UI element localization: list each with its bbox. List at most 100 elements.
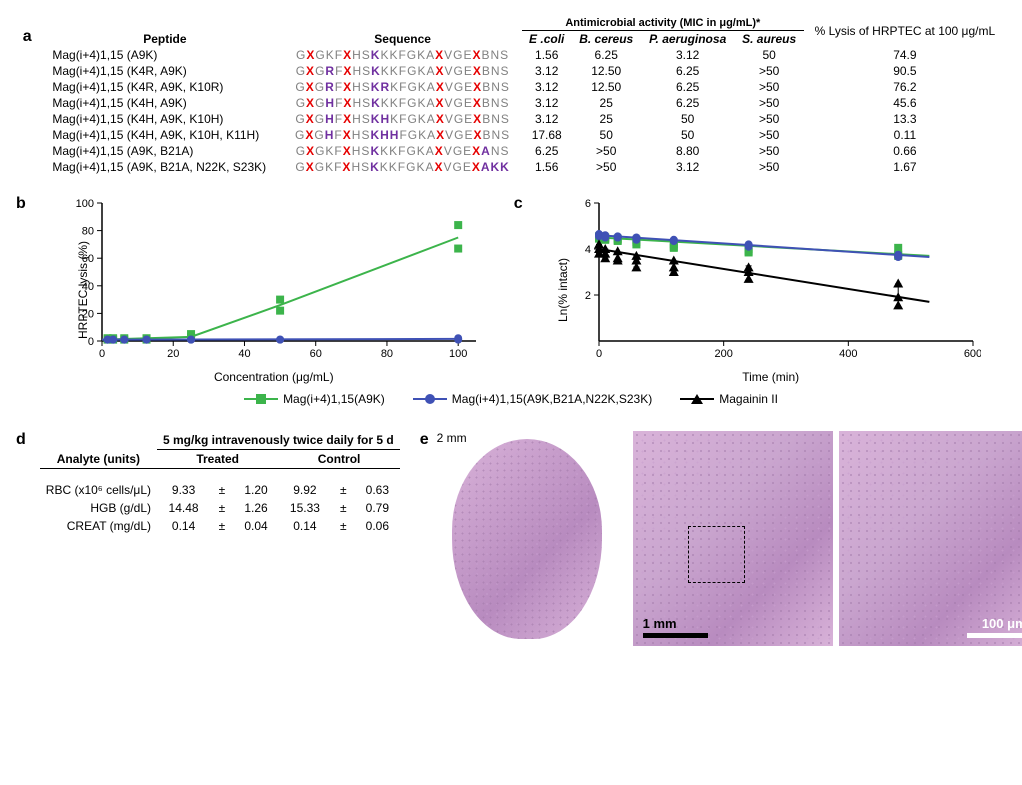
sequence-cell: GXGRFXHSKKKFGKAXVGEXBNS	[283, 63, 521, 79]
lysis-cell: 0.66	[804, 143, 1006, 159]
peptide-name: Mag(i+4)1,15 (A9K, B21A, N22K, S23K)	[46, 159, 283, 175]
lysis-cell: 45.6	[804, 95, 1006, 111]
peptide-row: Mag(i+4)1,15 (K4H, A9K, K10H)GXGHFXHSKHK…	[16, 111, 1006, 127]
analyte-value: 1.26	[234, 499, 279, 517]
peptide-name: Mag(i+4)1,15 (K4H, A9K)	[46, 95, 283, 111]
analyte-name: HGB (g/dL)	[40, 499, 157, 517]
analyte-value: 0.14	[157, 517, 210, 535]
shared-legend: Mag(i+4)1,15(A9K) Mag(i+4)1,15(A9K,B21A,N…	[16, 392, 1006, 409]
d-treated-header: Treated	[157, 450, 278, 469]
analyte-value: 9.92	[278, 481, 331, 499]
peptide-row: Mag(i+4)1,15 (A9K, B21A)GXGKFXHSKKKFGKAX…	[16, 143, 1006, 159]
analyte-value: ±	[210, 481, 234, 499]
d-control-header: Control	[278, 450, 399, 469]
analyte-value: ±	[210, 517, 234, 535]
svg-text:60: 60	[309, 348, 321, 360]
analyte-value: 0.04	[234, 517, 279, 535]
sequence-cell: GXGKFXHSKKKFGKAXVGEXANS	[283, 143, 521, 159]
mic-cell: 3.12	[522, 111, 572, 127]
analyte-table: 5 mg/kg intravenously twice daily for 5 …	[40, 431, 400, 535]
mic-cell: 12.50	[572, 63, 641, 79]
mic-cell: 50	[572, 127, 641, 143]
svg-text:80: 80	[381, 348, 393, 360]
panel-c-xlabel: Time (min)	[561, 370, 981, 384]
species-header: E .coli	[522, 31, 572, 48]
mic-cell: 6.25	[641, 79, 735, 95]
histology-image: 100 μm	[839, 431, 1022, 646]
peptide-name: Mag(i+4)1,15 (A9K)	[46, 47, 283, 63]
lysis-cell: 13.3	[804, 111, 1006, 127]
species-header: S. aureus	[734, 31, 803, 48]
legend-item: Mag(i+4)1,15(A9K)	[244, 392, 385, 406]
panel-b-xlabel: Concentration (μg/mL)	[64, 370, 484, 384]
mic-cell: 6.25	[641, 63, 735, 79]
mic-cell: 3.12	[522, 63, 572, 79]
legend-item: Mag(i+4)1,15(A9K,B21A,N22K,S23K)	[413, 392, 652, 406]
panel-a-label: a	[23, 28, 32, 45]
peptide-row: Mag(i+4)1,15 (A9K)GXGKFXHSKKKFGKAXVGEXBN…	[16, 47, 1006, 63]
svg-text:400: 400	[839, 348, 857, 360]
mic-cell: 1.56	[522, 47, 572, 63]
mic-cell: 25	[572, 95, 641, 111]
mic-cell: >50	[572, 159, 641, 175]
peptide-name: Mag(i+4)1,15 (K4H, A9K, K10H, K11H)	[46, 127, 283, 143]
histology-image: 1 mm	[633, 431, 833, 646]
col-peptide: Peptide	[46, 16, 283, 47]
legend-label: Mag(i+4)1,15(A9K,B21A,N22K,S23K)	[452, 392, 652, 406]
d-analyte-header: Analyte (units)	[40, 450, 157, 469]
sequence-cell: GXGKFXHSKKKFGKAXVGEXBNS	[283, 47, 521, 63]
mic-cell: 3.12	[641, 159, 735, 175]
peptide-row: Mag(i+4)1,15 (K4R, A9K)GXGRFXHSKKKFGKAXV…	[16, 63, 1006, 79]
peptide-name: Mag(i+4)1,15 (K4H, A9K, K10H)	[46, 111, 283, 127]
lysis-cell: 76.2	[804, 79, 1006, 95]
col-mic-group: Antimicrobial activity (MIC in μg/mL)*	[522, 16, 804, 31]
peptide-name: Mag(i+4)1,15 (A9K, B21A)	[46, 143, 283, 159]
svg-text:100: 100	[449, 348, 467, 360]
svg-text:0: 0	[99, 348, 105, 360]
mic-cell: >50	[734, 79, 803, 95]
lysis-cell: 90.5	[804, 63, 1006, 79]
panel-d-label: d	[16, 431, 26, 449]
panel-b-ylabel: HRPTEC lysis (%)	[76, 241, 90, 339]
species-header: P. aeruginosa	[641, 31, 735, 48]
analyte-value: 0.06	[355, 517, 400, 535]
svg-text:600: 600	[964, 348, 981, 360]
peptide-row: Mag(i+4)1,15 (A9K, B21A, N22K, S23K)GXGK…	[16, 159, 1006, 175]
svg-text:6: 6	[585, 198, 591, 210]
analyte-name: RBC (x10⁶ cells/μL)	[40, 481, 157, 499]
peptide-name: Mag(i+4)1,15 (K4R, A9K)	[46, 63, 283, 79]
mic-cell: 17.68	[522, 127, 572, 143]
analyte-value: 9.33	[157, 481, 210, 499]
panel-b: b HRPTEC lysis (%) 020406080100020406080…	[16, 195, 484, 384]
mic-cell: 12.50	[572, 79, 641, 95]
sequence-cell: GXGHFXHSKKKFGKAXVGEXBNS	[283, 95, 521, 111]
peptide-row: Mag(i+4)1,15 (K4H, A9K)GXGHFXHSKKKFGKAXV…	[16, 95, 1006, 111]
svg-text:0: 0	[596, 348, 602, 360]
analyte-value: 0.63	[355, 481, 400, 499]
chart-b-svg: 020406080100020406080100	[64, 195, 484, 365]
analyte-value: 0.79	[355, 499, 400, 517]
histology-image: 2 mm	[437, 431, 627, 646]
row-bc: b HRPTEC lysis (%) 020406080100020406080…	[16, 195, 1006, 384]
mic-cell: 6.25	[522, 143, 572, 159]
panel-b-label: b	[16, 195, 26, 213]
mic-cell: 6.25	[572, 47, 641, 63]
panel-c-label: c	[514, 195, 523, 213]
analyte-row: CREAT (mg/dL)0.14±0.040.14±0.06	[40, 517, 400, 535]
mic-cell: 50	[641, 111, 735, 127]
peptide-row: Mag(i+4)1,15 (K4H, A9K, K10H, K11H)GXGHF…	[16, 127, 1006, 143]
svg-text:4: 4	[585, 244, 591, 256]
peptide-row: Mag(i+4)1,15 (K4R, A9K, K10R)GXGRFXHSKRK…	[16, 79, 1006, 95]
col-lysis: % Lysis of HRPTEC at 100 μg/mL	[804, 16, 1006, 47]
sequence-cell: GXGRFXHSKRKFGKAXVGEXBNS	[283, 79, 521, 95]
lysis-cell: 74.9	[804, 47, 1006, 63]
lysis-cell: 0.11	[804, 127, 1006, 143]
analyte-name: CREAT (mg/dL)	[40, 517, 157, 535]
svg-text:200: 200	[714, 348, 732, 360]
mic-cell: >50	[572, 143, 641, 159]
analyte-value: 1.20	[234, 481, 279, 499]
mic-cell: >50	[734, 127, 803, 143]
mic-cell: 6.25	[641, 95, 735, 111]
analyte-value: ±	[331, 517, 355, 535]
peptide-table: a Peptide Sequence Antimicrobial activit…	[16, 16, 1006, 175]
